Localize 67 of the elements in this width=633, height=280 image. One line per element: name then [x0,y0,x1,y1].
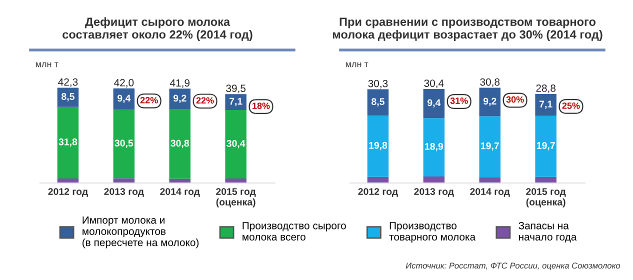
data-label: 7,1 [539,100,552,109]
data-label: 30,8 [170,140,190,148]
bar [113,110,135,178]
annotation: 18% [252,102,270,109]
data-label: 19,7 [536,142,555,150]
annotation: 22% [196,97,214,104]
annotation: 22% [140,96,158,104]
total-label: 30,3 [368,80,388,88]
total-label: 42,3 [58,78,78,87]
bar [225,110,246,178]
data-label: 18,9 [425,143,444,152]
data-label: 8,5 [62,93,74,102]
data-label: 31,8 [58,138,78,147]
y-axis-title: млн т [36,62,58,68]
data-label: 9,2 [173,94,186,104]
legend-label: Производство товарного молока [389,222,476,243]
data-label: 9,2 [483,98,496,106]
bar [169,109,191,179]
bar [423,89,445,118]
legend-label: Импорт молока и молокопродуктов (в пересчете на молоко) [82,216,199,248]
bar [225,94,246,110]
total-label: 30,4 [424,80,444,88]
data-label: 8,5 [372,98,384,106]
bar [225,178,246,183]
legend-label: Производство сырого молока всего [242,222,346,241]
data-label: 30,4 [226,140,246,148]
x-tick-label: 2014 год [160,188,200,197]
total-label: 42,0 [114,79,134,88]
x-tick-label: 2015 год (оценка) [216,188,256,208]
data-label: 7,1 [229,98,242,106]
bar [535,94,556,116]
data-label: 19,8 [369,142,388,150]
x-tick-label: 2012 год [358,188,398,197]
x-tick-label: 2014 год [470,188,510,197]
bar [367,116,389,177]
bar [423,118,445,177]
bar [479,116,501,178]
y-axis-title: млн т [346,62,368,68]
bar [479,177,501,183]
bar [367,89,389,116]
bar [535,176,556,183]
bar [535,116,556,177]
bar [423,176,445,183]
chart-title: При сравнении с производством товарного молока дефицит возрастает до 30% (2014 год) [332,18,602,41]
x-tick-label: 2013 год [414,188,454,197]
bar [169,178,191,183]
annotation: 30% [506,96,524,103]
total-label: 28,8 [536,84,556,94]
data-label: 19,7 [481,142,499,151]
bar [57,106,79,178]
bar [169,88,191,110]
bar [113,88,135,110]
text: Источник: Росстат, ФТС России, оценка Союзмолоко [406,262,620,270]
annotation: 25% [562,102,580,109]
total-label: 39,5 [226,84,246,94]
data-label: 9,4 [118,94,131,104]
x-tick-label: 2013 год [104,188,144,197]
x-tick-label: 2012 год [48,188,88,197]
legend-label: Запасы на начало года [518,222,577,243]
total-label: 41,9 [170,79,190,88]
bar [479,88,501,116]
data-label: 9,4 [428,99,441,108]
data-label: 30,5 [114,140,134,148]
chart-title: Дефицит сырого молока составляет около 22% (2014 год) [62,17,252,41]
x-tick-label: 2015 год (оценка) [526,188,566,208]
annotation: 31% [450,98,468,104]
total-label: 30,8 [480,78,500,87]
